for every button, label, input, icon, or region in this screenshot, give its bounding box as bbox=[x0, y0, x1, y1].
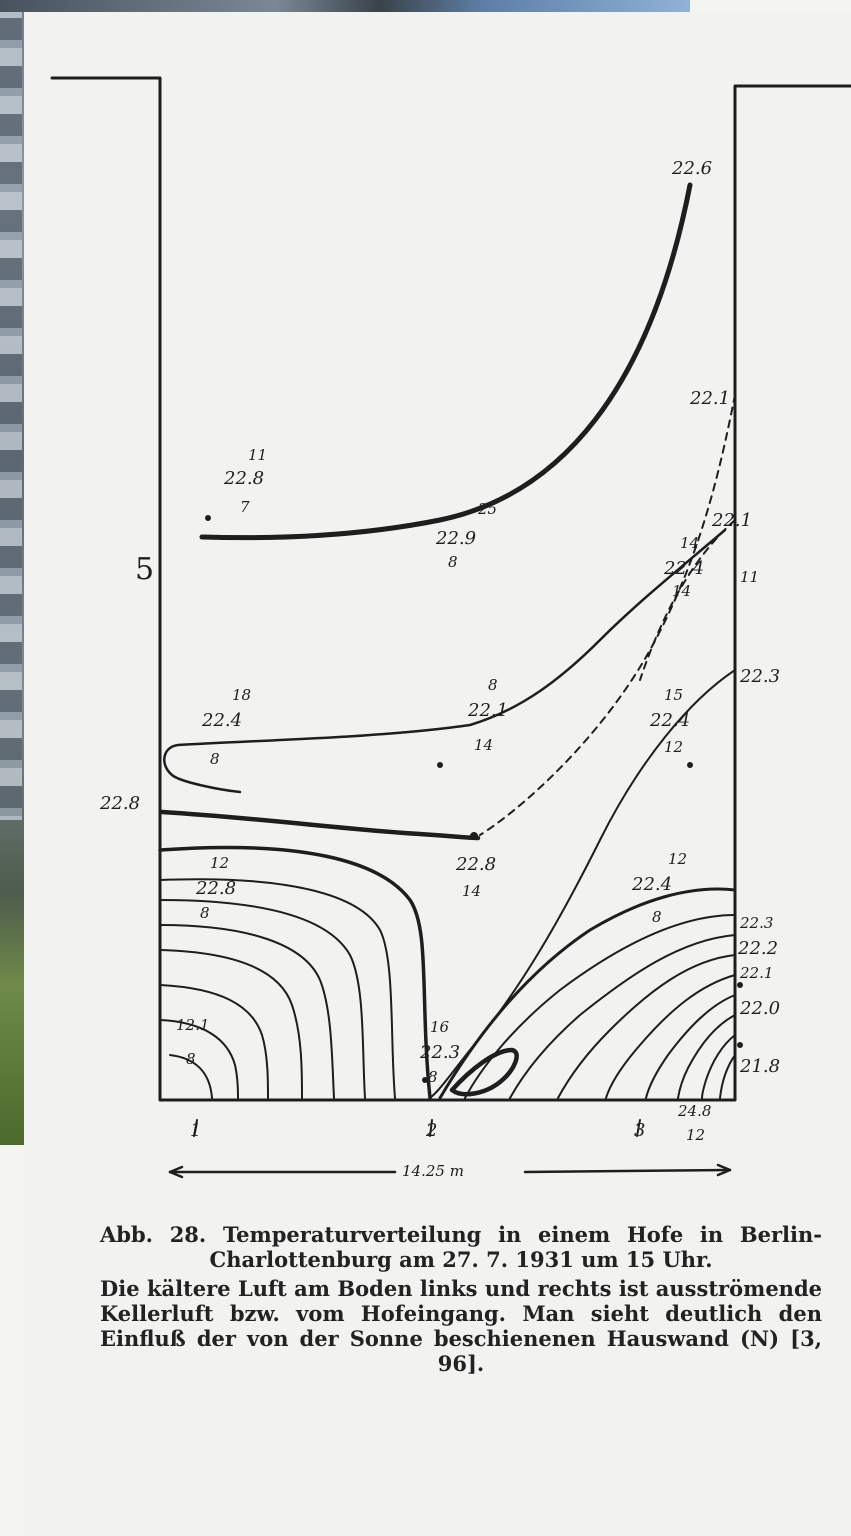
label-right-upper: 22.1 bbox=[690, 388, 731, 409]
label-low-center-b: 14 bbox=[462, 882, 482, 900]
label-height-5: 5 bbox=[135, 552, 155, 587]
left-wall bbox=[50, 76, 851, 1102]
label-low-left-c: 8 bbox=[200, 904, 210, 922]
label-mid-left-b: 22.4 bbox=[202, 710, 243, 731]
label-low-center-a: 22.8 bbox=[456, 854, 497, 875]
label-right-block-c: 12 bbox=[664, 738, 684, 756]
label-left-22-8: 22.8 bbox=[100, 793, 141, 814]
label-edge-d: 22.0 bbox=[740, 998, 781, 1019]
isotherm-22-8 bbox=[159, 809, 481, 841]
label-mid-right-c: 14 bbox=[672, 582, 692, 600]
isotherm-22-3 bbox=[429, 669, 736, 1099]
label-bottom-left-b: 8 bbox=[186, 1050, 196, 1068]
background-photo-top bbox=[0, 0, 690, 12]
label-bottom-mid-c: 8 bbox=[428, 1068, 438, 1086]
label-right-mid-a: 22.1 bbox=[712, 510, 753, 531]
label-right-mid-b: 11 bbox=[740, 568, 760, 586]
label-upper-mid-a: 25 bbox=[478, 500, 498, 518]
scale-label: 14.25 m bbox=[402, 1162, 464, 1180]
label-mid-center-c: 14 bbox=[474, 736, 494, 754]
label-low-right-a: 12 bbox=[668, 850, 688, 868]
label-upper-mid-b: 22.9 bbox=[436, 528, 477, 549]
isotherm-22-6 bbox=[199, 182, 693, 541]
scanned-page bbox=[24, 12, 851, 1536]
label-right-block-a: 15 bbox=[664, 686, 684, 704]
label-low-right-b: 22.4 bbox=[632, 874, 673, 895]
label-edge-b: 22.2 bbox=[738, 938, 779, 959]
label-right-block-b: 22.4 bbox=[650, 710, 691, 731]
isotherm-dashed-1 bbox=[479, 394, 736, 836]
axis-label-1: 1 bbox=[190, 1120, 202, 1141]
label-bottom-right-a: 24.8 bbox=[678, 1102, 712, 1120]
caption-title: Abb. 28. Temperaturverteilung in einem H… bbox=[100, 1222, 822, 1272]
label-mid-center-b: 22.1 bbox=[468, 700, 509, 721]
label-edge-e: 21.8 bbox=[740, 1056, 781, 1077]
caption-body: Die kältere Luft am Boden links und rech… bbox=[100, 1276, 822, 1376]
figure-caption: Abb. 28. Temperaturverteilung in einem H… bbox=[100, 1222, 822, 1376]
background-building bbox=[0, 0, 22, 820]
label-bottom-left-a: 12.1 bbox=[176, 1016, 210, 1034]
label-mid-center-a: 8 bbox=[488, 676, 498, 694]
label-mid-right-a: 14 bbox=[680, 534, 700, 552]
label-upper-left-a: 11 bbox=[248, 446, 268, 464]
label-edge-c: 22.1 bbox=[740, 964, 774, 982]
label-mid-right-b: 22.4 bbox=[664, 558, 705, 579]
label-low-right-c: 8 bbox=[652, 908, 662, 926]
label-top-right: 22.6 bbox=[672, 158, 713, 179]
label-upper-left-c: 7 bbox=[240, 498, 250, 516]
label-low-left-b: 22.8 bbox=[196, 878, 237, 899]
label-right-mid-c: 22.3 bbox=[740, 666, 781, 687]
isotherm-dashed-2 bbox=[639, 519, 736, 681]
isotherm-22-1 bbox=[163, 528, 727, 794]
label-bottom-right-b: 12 bbox=[686, 1126, 706, 1144]
label-low-left-a: 12 bbox=[210, 854, 230, 872]
label-upper-mid-c: 8 bbox=[448, 553, 458, 571]
scale-arrow-line bbox=[168, 1168, 732, 1174]
axis-label-2: 2 bbox=[426, 1120, 438, 1141]
label-mid-left-a: 18 bbox=[232, 686, 252, 704]
label-bottom-mid-a: 16 bbox=[430, 1018, 450, 1036]
label-upper-left-b: 22.8 bbox=[224, 468, 265, 489]
label-edge-a: 22.3 bbox=[740, 914, 774, 932]
label-mid-left-c: 8 bbox=[210, 750, 220, 768]
axis-label-3: 3 bbox=[634, 1120, 646, 1141]
label-bottom-mid-b: 22.3 bbox=[420, 1042, 461, 1063]
